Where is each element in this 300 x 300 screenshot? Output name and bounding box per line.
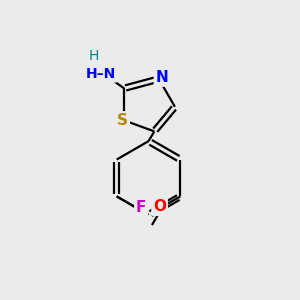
Text: F: F xyxy=(136,200,146,215)
Text: S: S xyxy=(117,113,128,128)
Text: H–N: H–N xyxy=(85,67,116,81)
Text: N: N xyxy=(155,70,168,85)
Text: O: O xyxy=(153,199,166,214)
Text: H: H xyxy=(89,49,99,63)
